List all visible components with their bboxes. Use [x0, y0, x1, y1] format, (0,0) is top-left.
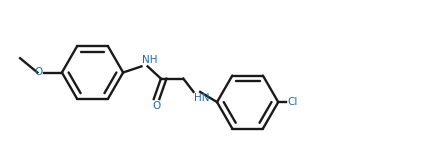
- Text: NH: NH: [142, 55, 158, 65]
- Text: O: O: [153, 101, 161, 111]
- Text: O: O: [35, 68, 43, 77]
- Text: Cl: Cl: [287, 97, 297, 107]
- Text: HN: HN: [194, 93, 210, 103]
